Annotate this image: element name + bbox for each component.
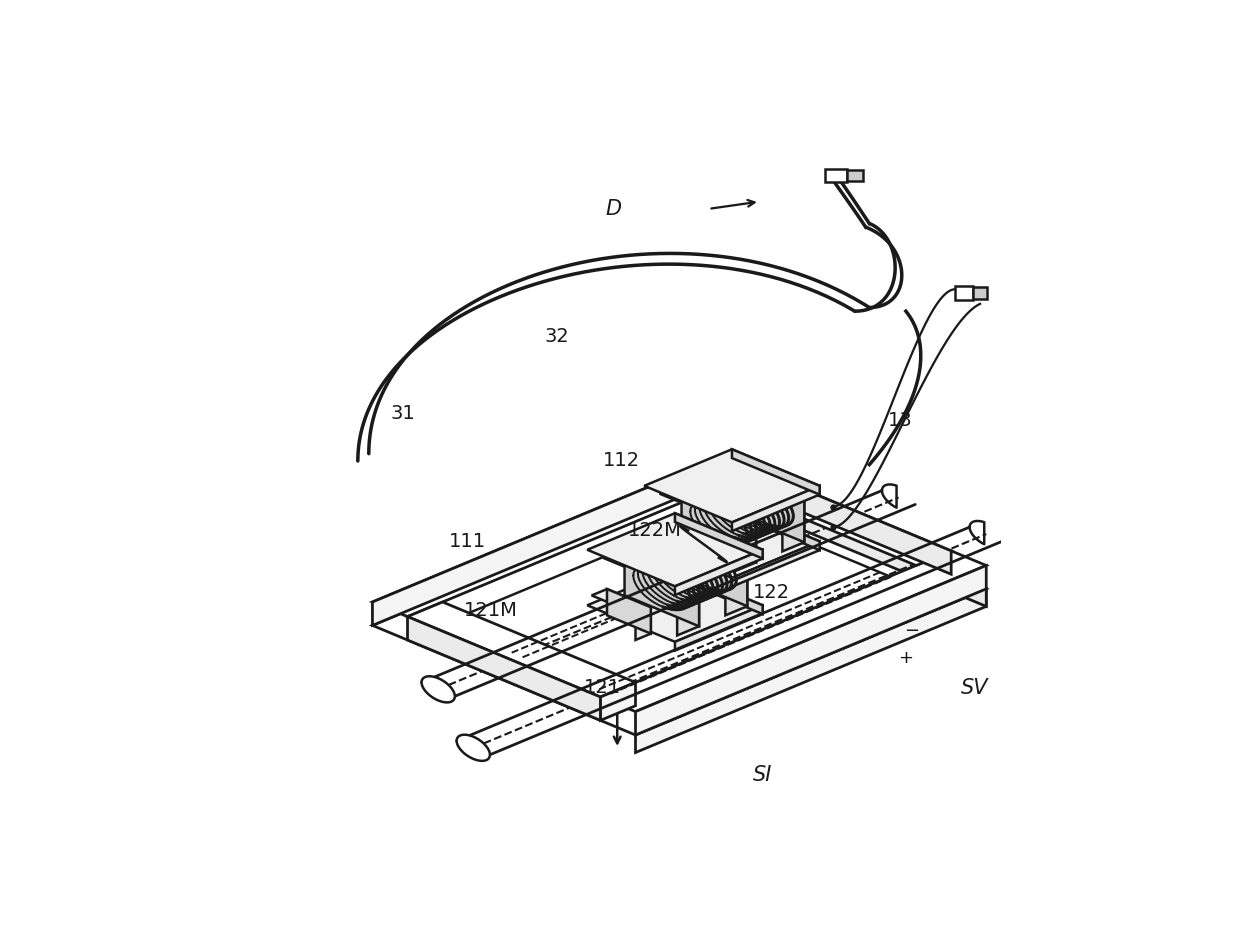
Polygon shape xyxy=(649,525,708,549)
Text: SV: SV xyxy=(961,678,988,698)
Polygon shape xyxy=(588,513,763,586)
Polygon shape xyxy=(675,513,763,559)
Text: 31: 31 xyxy=(391,404,415,423)
Text: 122M: 122M xyxy=(629,521,682,540)
Text: D: D xyxy=(605,199,621,219)
Polygon shape xyxy=(734,515,756,571)
Polygon shape xyxy=(372,456,723,625)
Polygon shape xyxy=(591,589,651,614)
Text: 32: 32 xyxy=(544,327,569,346)
Polygon shape xyxy=(456,735,490,761)
Text: 112: 112 xyxy=(603,452,640,471)
Polygon shape xyxy=(625,549,699,626)
Polygon shape xyxy=(635,607,651,640)
Polygon shape xyxy=(635,566,986,735)
Polygon shape xyxy=(645,505,820,578)
Polygon shape xyxy=(673,529,748,606)
Polygon shape xyxy=(732,541,820,586)
Polygon shape xyxy=(651,529,748,568)
Text: 111: 111 xyxy=(449,531,486,550)
Polygon shape xyxy=(422,677,455,702)
Polygon shape xyxy=(603,549,699,588)
Polygon shape xyxy=(847,170,863,180)
Polygon shape xyxy=(663,525,708,569)
Polygon shape xyxy=(725,560,748,615)
Text: −: − xyxy=(904,623,919,641)
Polygon shape xyxy=(732,505,820,550)
Polygon shape xyxy=(635,588,986,753)
Polygon shape xyxy=(677,580,699,636)
Polygon shape xyxy=(723,456,759,493)
Text: 13: 13 xyxy=(888,411,913,430)
Polygon shape xyxy=(675,605,763,651)
Polygon shape xyxy=(732,486,820,531)
Polygon shape xyxy=(372,456,759,617)
Text: 121: 121 xyxy=(584,678,621,697)
Polygon shape xyxy=(675,549,763,595)
Text: 122: 122 xyxy=(753,583,790,602)
Polygon shape xyxy=(826,169,847,182)
Polygon shape xyxy=(600,550,986,712)
Polygon shape xyxy=(732,449,820,494)
Polygon shape xyxy=(759,471,951,574)
Polygon shape xyxy=(708,464,805,505)
Polygon shape xyxy=(692,544,708,576)
Polygon shape xyxy=(682,485,756,563)
Polygon shape xyxy=(588,568,763,642)
Polygon shape xyxy=(730,464,805,542)
Polygon shape xyxy=(675,568,763,614)
Text: SI: SI xyxy=(753,765,771,785)
Text: 121M: 121M xyxy=(464,602,517,621)
Polygon shape xyxy=(660,485,756,525)
Polygon shape xyxy=(608,589,651,634)
Polygon shape xyxy=(723,471,951,566)
Polygon shape xyxy=(600,682,635,720)
Polygon shape xyxy=(372,479,986,735)
Text: +: + xyxy=(898,649,914,667)
Polygon shape xyxy=(955,286,973,300)
Polygon shape xyxy=(782,495,805,551)
Polygon shape xyxy=(408,602,635,697)
Polygon shape xyxy=(645,449,820,522)
Polygon shape xyxy=(443,507,916,704)
Polygon shape xyxy=(723,479,986,606)
Polygon shape xyxy=(973,287,987,299)
Polygon shape xyxy=(408,617,600,720)
